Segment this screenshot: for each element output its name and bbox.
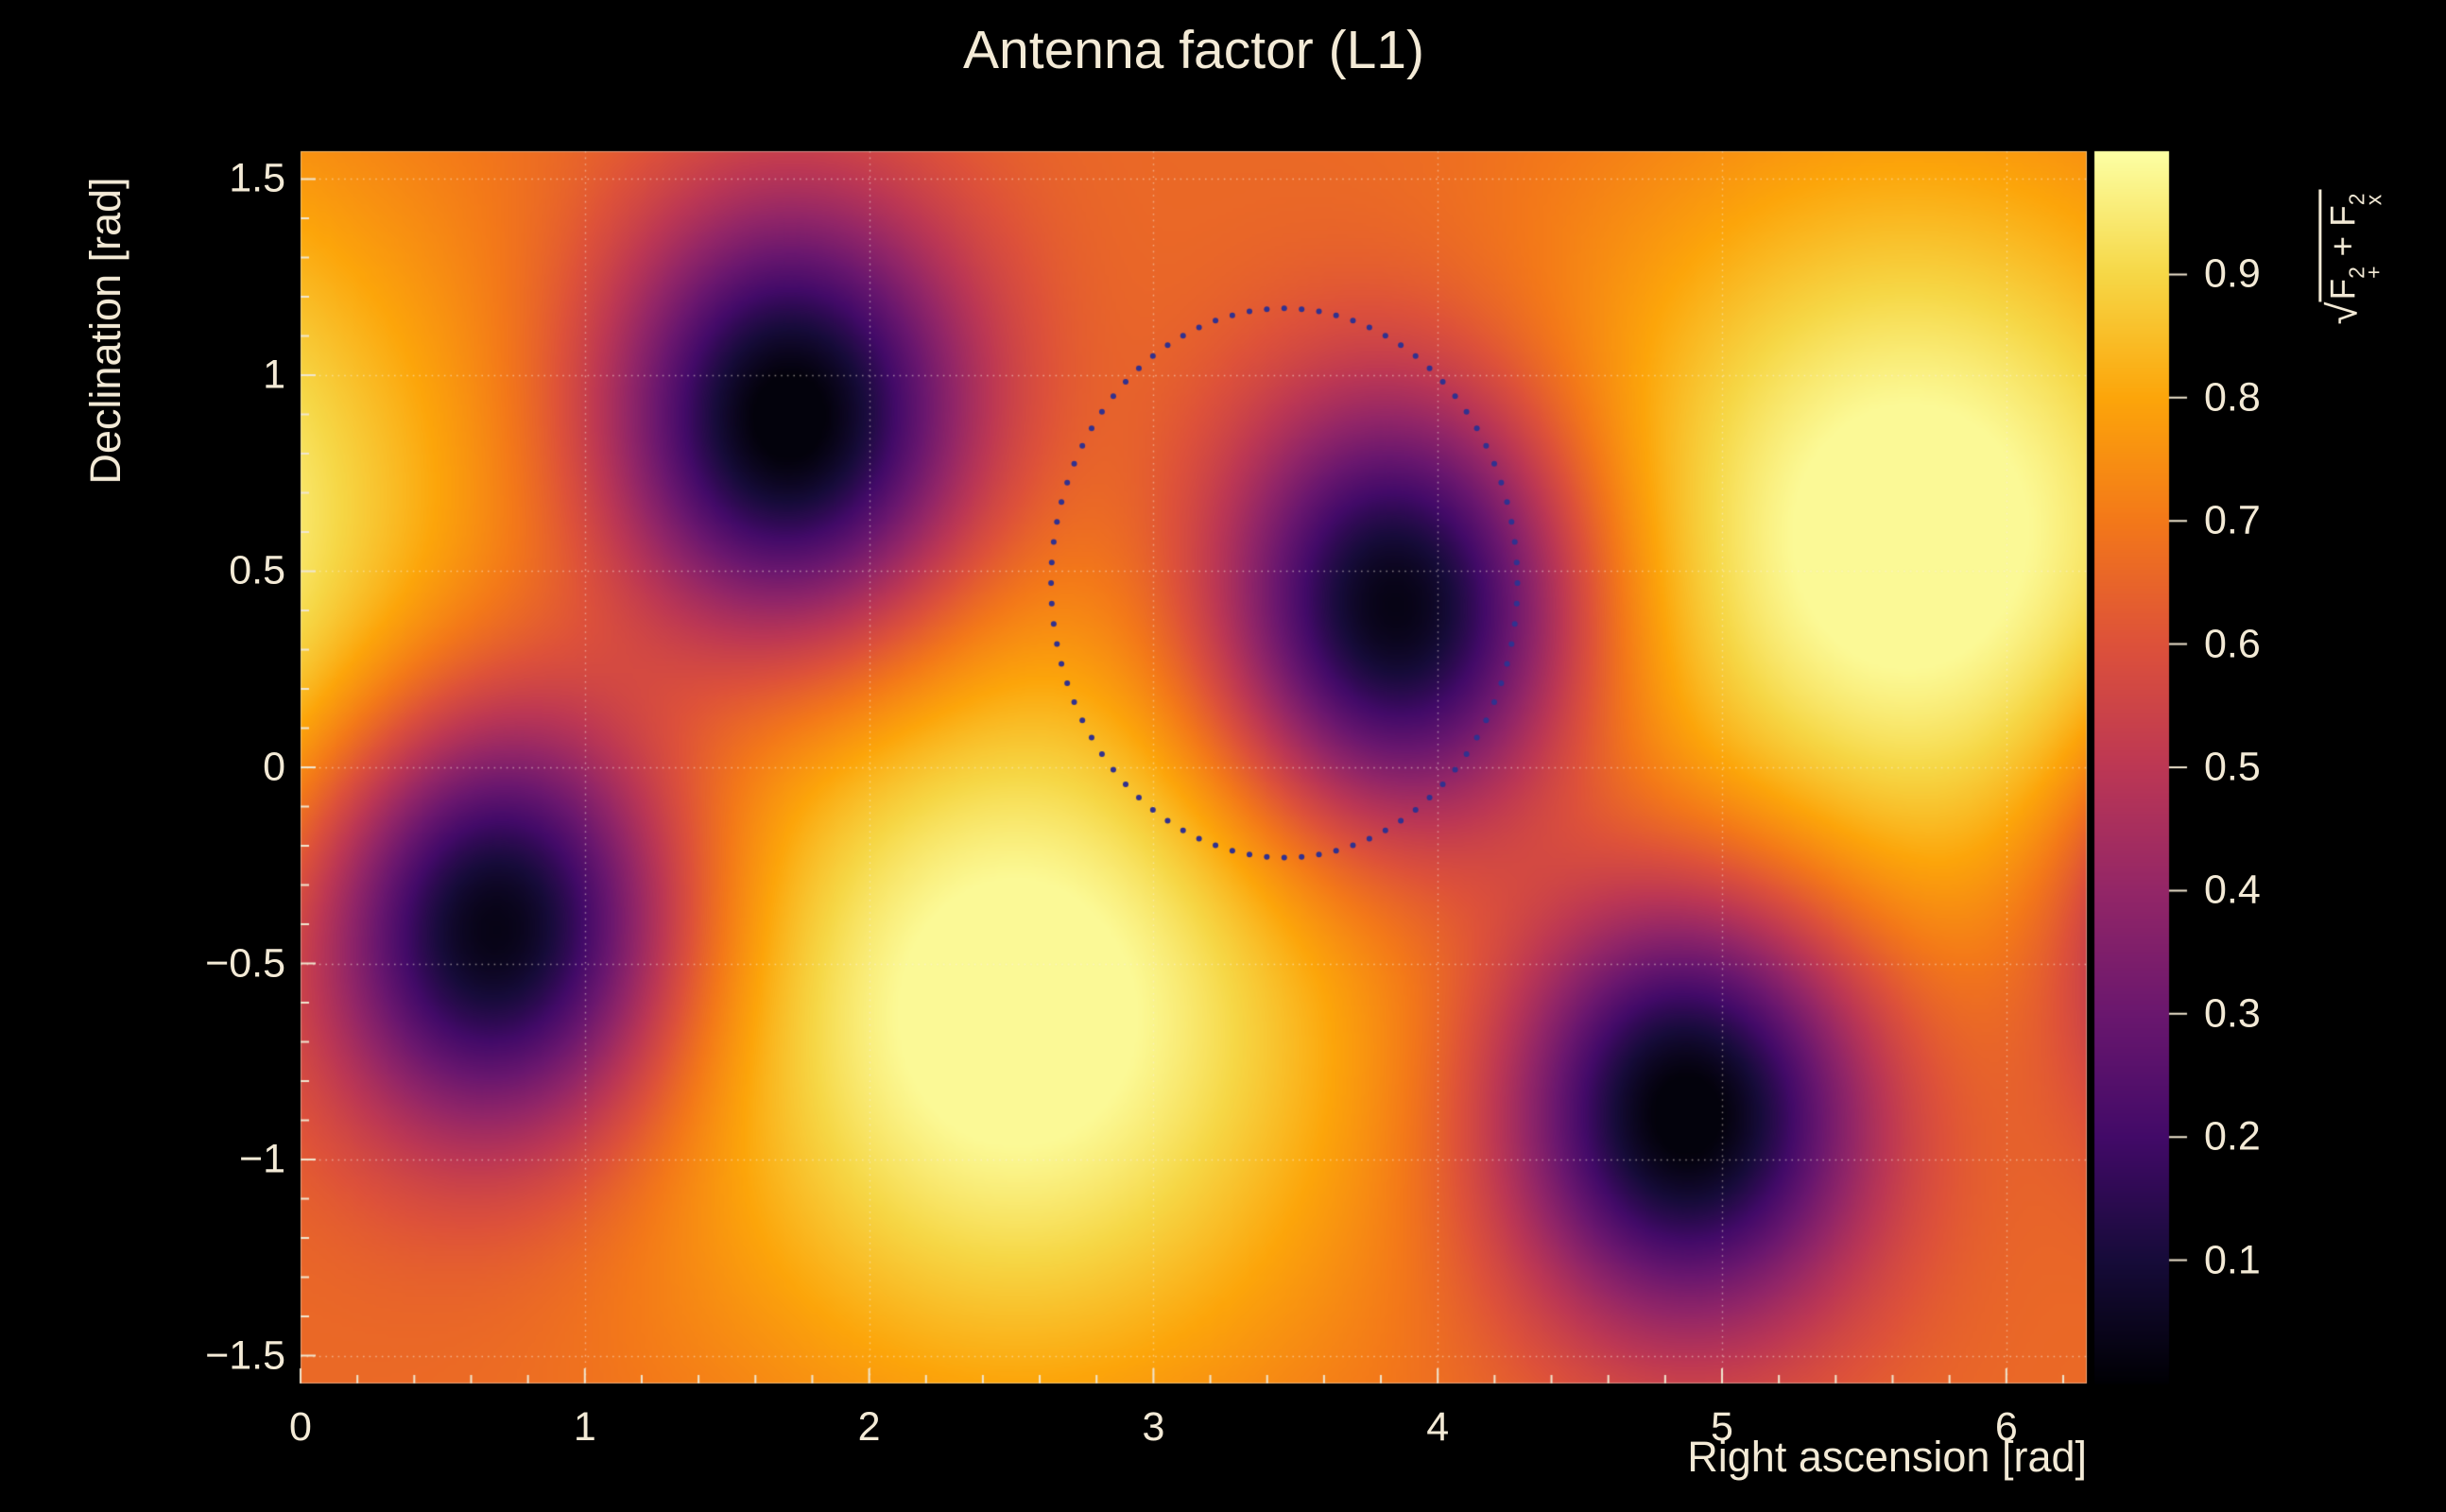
chart-title: Antenna factor (L1) <box>963 20 1424 80</box>
colorbar-title: √F 2 + +F 2 x <box>2318 189 2386 325</box>
y-tick-label-1.5: 1.5 <box>229 155 285 201</box>
colorbar-tick-label-0.2: 0.2 <box>2204 1113 2261 1160</box>
fplus-subscript: + <box>2361 266 2386 279</box>
colorbar-tick-label-0.8: 0.8 <box>2204 374 2261 421</box>
y-tick-label-0: 0 <box>263 744 285 790</box>
colorbar-tick-label-0.9: 0.9 <box>2204 250 2261 297</box>
fplus-symbol: F <box>2323 278 2363 301</box>
x-tick-label-2: 2 <box>857 1404 881 1450</box>
colorbar-tick-label-0.3: 0.3 <box>2204 990 2261 1037</box>
y-tick-label-0.5: 0.5 <box>229 547 285 593</box>
colorbar-tick-label-0.4: 0.4 <box>2204 867 2261 913</box>
plus-sign: + <box>2323 235 2363 257</box>
y-tick-label-−1.5: −1.5 <box>205 1332 285 1379</box>
fcross-symbol: F <box>2323 205 2363 227</box>
y-tick-label-1: 1 <box>263 352 285 398</box>
fcross-subscript: x <box>2361 194 2386 206</box>
x-tick-label-1: 1 <box>573 1404 596 1450</box>
colorbar-title-expression: F 2 + +F 2 x <box>2318 189 2386 302</box>
colorbar-tick-label-0.6: 0.6 <box>2204 621 2261 667</box>
sqrt-radical-glyph: √ <box>2319 301 2367 325</box>
x-tick-label-0: 0 <box>289 1404 312 1450</box>
x-tick-label-3: 3 <box>1142 1404 1165 1450</box>
y-tick-label-−0.5: −0.5 <box>205 940 285 987</box>
x-axis-title: Right ascension [rad] <box>1687 1433 2087 1481</box>
colorbar-tick-label-0.7: 0.7 <box>2204 497 2261 543</box>
x-tick-label-4: 4 <box>1426 1404 1450 1450</box>
x-tick-label-6: 6 <box>1994 1404 2018 1450</box>
y-axis-title: Declination [rad] <box>81 177 129 485</box>
colorbar-tick-label-0.5: 0.5 <box>2204 744 2261 790</box>
x-tick-label-5: 5 <box>1711 1404 1733 1450</box>
colorbar-tick-label-0.1: 0.1 <box>2204 1237 2261 1283</box>
y-tick-label-−1: −1 <box>238 1136 285 1182</box>
